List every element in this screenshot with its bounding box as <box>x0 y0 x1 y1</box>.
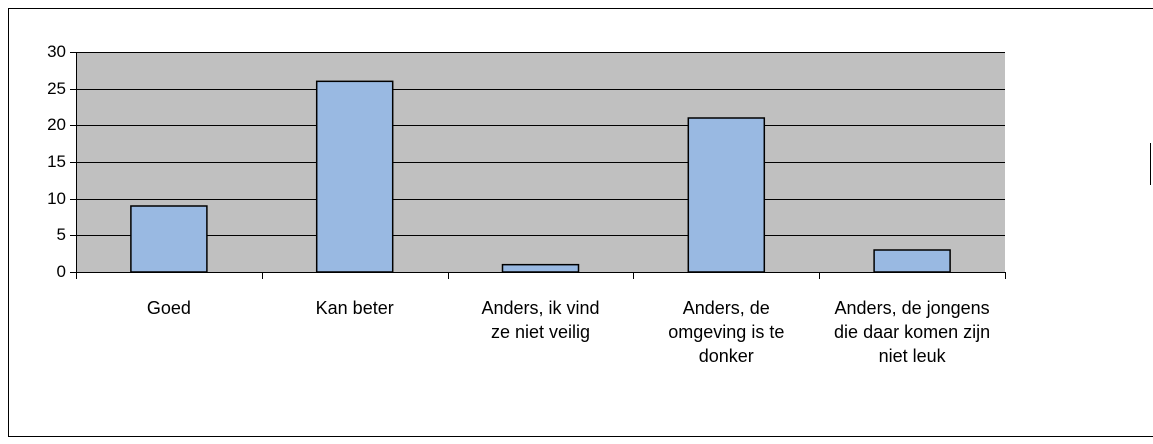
bar <box>315 80 394 273</box>
y-tick-label: 15 <box>47 152 66 171</box>
x-tick-label: Anders, ik vind ze niet veilig <box>481 298 600 342</box>
x-tick-label: Anders, de jongens die daar komen zijn n… <box>834 298 991 366</box>
x-tick-label: Anders, de omgeving is te donker <box>668 298 785 366</box>
y-tick-label: 30 <box>47 42 66 61</box>
bar <box>687 117 766 273</box>
bar <box>501 263 580 273</box>
bar <box>873 249 951 273</box>
y-tick-label: 0 <box>57 262 66 281</box>
y-tick-label: 25 <box>47 79 66 98</box>
y-tick-label: 5 <box>57 225 66 244</box>
y-tick-label: 10 <box>47 189 66 208</box>
x-tick-label: Goed <box>146 298 191 318</box>
x-tick-label: Kan beter <box>315 298 394 318</box>
bar <box>130 205 208 273</box>
y-tick-label: 20 <box>47 115 66 134</box>
